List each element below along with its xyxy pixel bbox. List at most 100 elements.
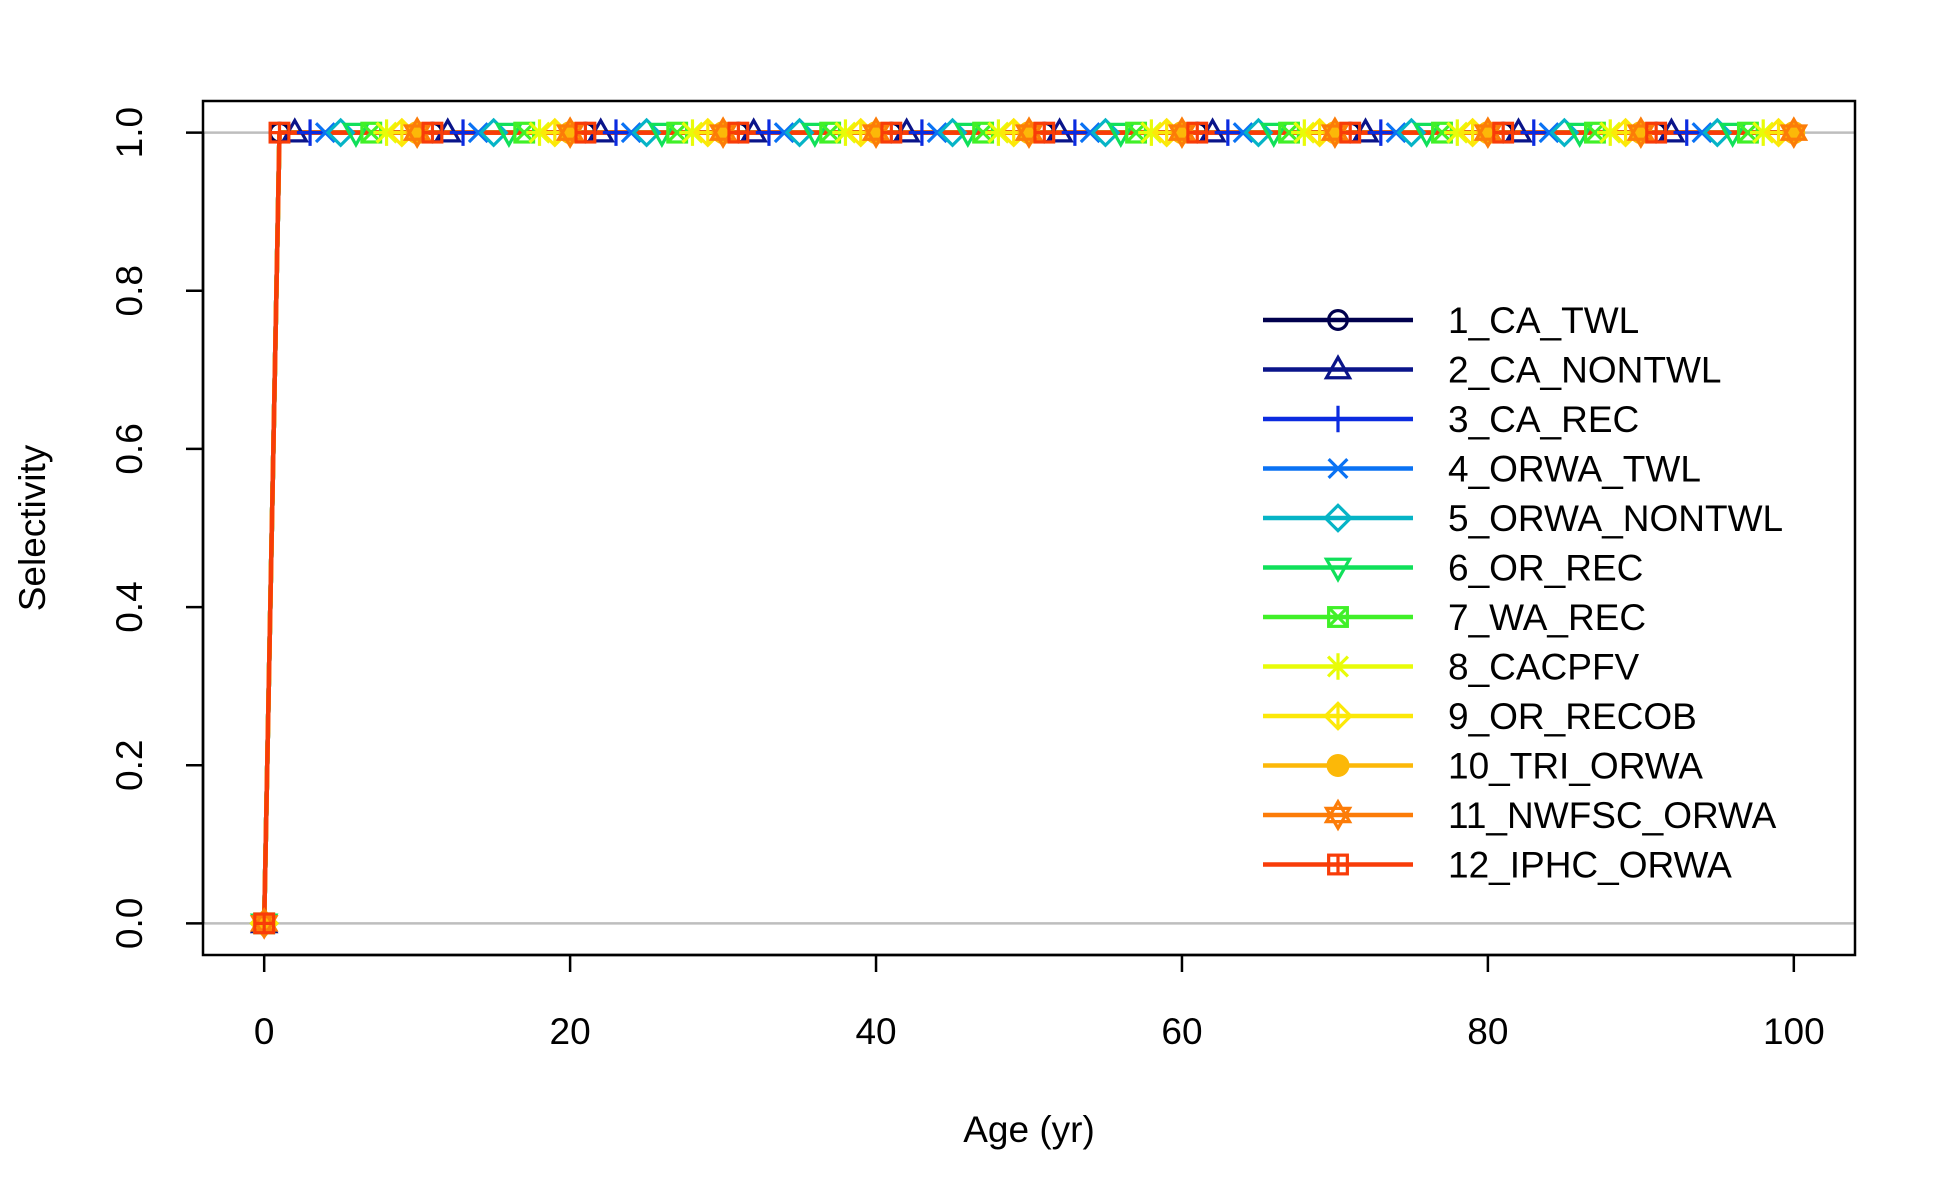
- marker-shape: [1061, 119, 1089, 146]
- data-point: [985, 119, 1012, 146]
- legend-label: 9_OR_RECOB: [1448, 696, 1697, 737]
- x-axis: 0 20 40 60 80 100: [254, 953, 1825, 1052]
- marker-shape: [1597, 119, 1624, 146]
- data-point: [1061, 119, 1089, 146]
- legend-label: 7_WA_REC: [1448, 597, 1646, 638]
- legend-item: 8_CACPFV: [1263, 647, 1640, 688]
- data-point: [325, 117, 356, 148]
- legend-marker: [1327, 853, 1349, 876]
- marker-shape: [1323, 798, 1353, 824]
- marker-shape: [576, 123, 595, 142]
- x-tick-label: 40: [855, 1011, 896, 1052]
- y-tick-label: 1.0: [109, 107, 150, 158]
- legend-marker: [1324, 405, 1352, 433]
- x-tick-label: 20: [550, 1011, 591, 1052]
- marker-shape: [1323, 806, 1353, 832]
- legend-item: 9_OR_RECOB: [1263, 696, 1697, 737]
- x-axis-title: Age (yr): [963, 1109, 1095, 1150]
- legend-item: 2_CA_NONTWL: [1263, 350, 1721, 391]
- data-point: [296, 119, 324, 146]
- marker-shape: [985, 119, 1012, 146]
- data-point: [1339, 121, 1362, 144]
- marker-shape: [1328, 855, 1348, 874]
- legend-marker: [1323, 557, 1353, 583]
- marker-shape: [1750, 119, 1777, 146]
- marker-shape: [1327, 606, 1349, 628]
- legend-item: 3_CA_REC: [1263, 399, 1639, 440]
- x-tick-label: 0: [254, 1011, 275, 1052]
- legend-label: 6_OR_REC: [1448, 548, 1643, 589]
- data-point: [253, 912, 276, 935]
- marker-shape: [1079, 122, 1101, 144]
- legend-label: 5_ORWA_NONTWL: [1448, 498, 1783, 539]
- data-point: [467, 122, 489, 144]
- legend: 1_CA_TWL 2_CA_NONTWL 3_CA_REC 4_ORWA_TWL 5_O…: [1263, 300, 1783, 886]
- marker-shape: [1325, 703, 1351, 729]
- marker-shape: [325, 117, 356, 148]
- marker-shape: [449, 119, 477, 146]
- legend-marker: [1327, 458, 1349, 479]
- marker-shape: [1538, 122, 1560, 144]
- legend-item: 6_OR_REC: [1263, 548, 1643, 589]
- marker-shape: [314, 122, 336, 144]
- marker-shape: [254, 914, 274, 933]
- marker-shape: [881, 123, 901, 142]
- legend-item: 7_WA_REC: [1263, 597, 1646, 638]
- data-point: [1702, 117, 1733, 148]
- x-tick-label: 80: [1467, 1011, 1508, 1052]
- data-point: [1090, 117, 1121, 148]
- marker-shape: [526, 119, 553, 146]
- marker-shape: [1367, 119, 1395, 146]
- series-markers-12: [253, 121, 1668, 935]
- data-point: [421, 121, 444, 144]
- data-point: [1396, 117, 1427, 148]
- marker-shape: [373, 119, 400, 146]
- y-tick-label: 0.8: [109, 265, 150, 316]
- legend-item: 12_IPHC_ORWA: [1263, 845, 1732, 886]
- data-point: [314, 122, 336, 144]
- marker-shape: [1520, 119, 1547, 146]
- legend-label: 2_CA_NONTWL: [1448, 350, 1721, 391]
- data-point: [1779, 116, 1809, 150]
- data-point: [1385, 122, 1407, 144]
- data-point: [620, 122, 642, 144]
- legend-label: 1_CA_TWL: [1448, 300, 1639, 341]
- legend-item: 4_ORWA_TWL: [1263, 449, 1701, 490]
- y-axis-title: Selectivity: [12, 444, 53, 611]
- marker-shape: [1125, 122, 1147, 144]
- y-tick-label: 0.0: [109, 898, 150, 949]
- marker-shape: [620, 122, 642, 144]
- data-point: [755, 119, 783, 146]
- data-point: [773, 122, 795, 144]
- legend-marker: [1323, 701, 1353, 731]
- marker-shape: [1323, 354, 1353, 380]
- marker-shape: [1646, 123, 1666, 142]
- legend-item: 11_NWFSC_ORWA: [1263, 795, 1777, 836]
- marker-shape: [1779, 124, 1809, 150]
- data-point: [1750, 119, 1777, 146]
- data-point: [1597, 119, 1624, 146]
- data-point: [478, 117, 509, 148]
- legend-item: 10_TRI_ORWA: [1263, 746, 1703, 787]
- marker-shape: [1584, 122, 1606, 144]
- y-tick-label: 0.6: [109, 423, 150, 474]
- marker-shape: [773, 122, 795, 144]
- marker-shape: [755, 119, 783, 146]
- data-point: [631, 117, 662, 148]
- data-point: [526, 119, 553, 146]
- data-point: [1538, 122, 1560, 144]
- data-point: [574, 121, 597, 144]
- marker-shape: [1187, 123, 1207, 142]
- marker-shape: [513, 122, 535, 144]
- data-point: [373, 119, 400, 146]
- marker-shape: [1090, 117, 1121, 148]
- marker-shape: [1323, 557, 1353, 583]
- marker-shape: [1278, 122, 1300, 144]
- marker-shape: [296, 119, 324, 146]
- marker-shape: [908, 119, 936, 146]
- series-markers-4: [253, 122, 1713, 934]
- legend-marker: [1323, 798, 1353, 832]
- marker-shape: [784, 117, 815, 148]
- marker-shape: [1444, 119, 1471, 146]
